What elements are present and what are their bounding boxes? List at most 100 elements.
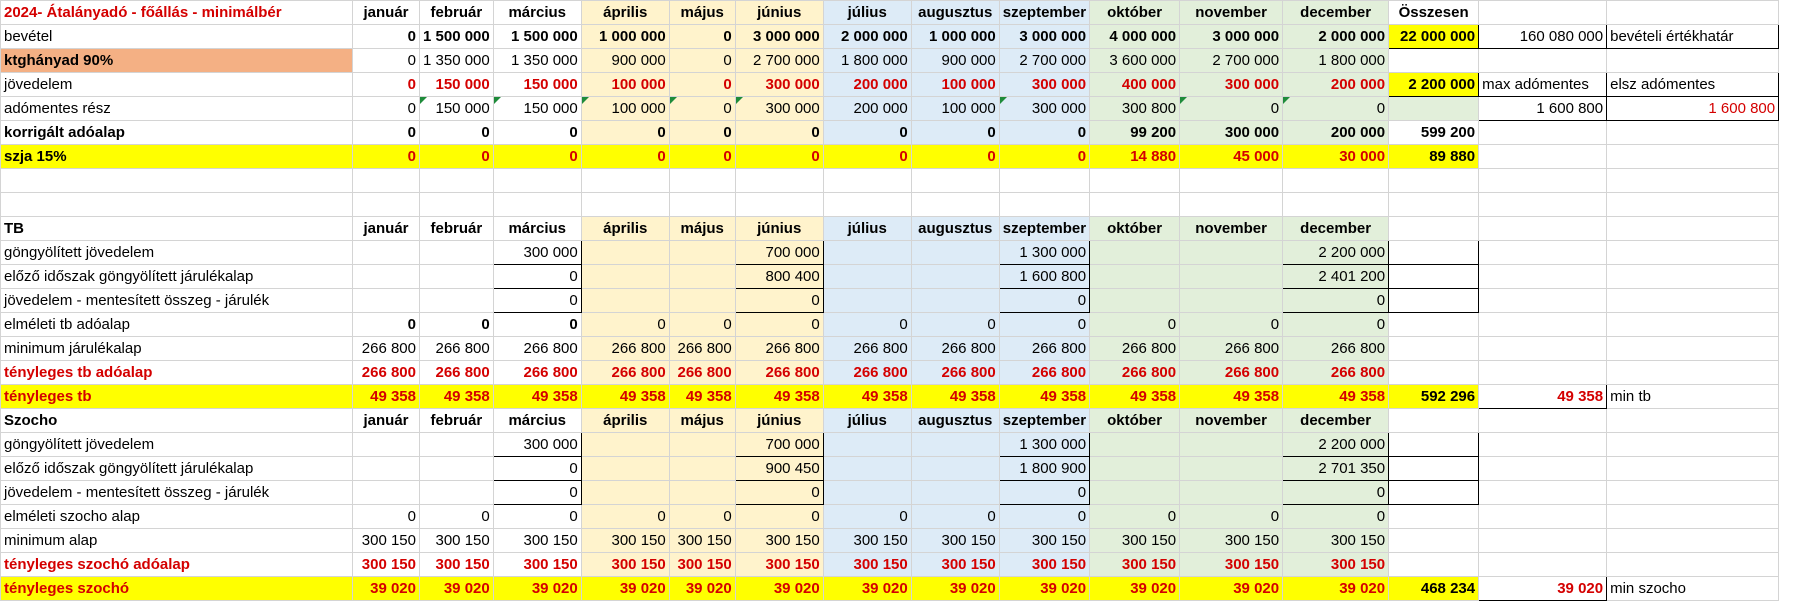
cell[interactable] — [1388, 480, 1480, 505]
cell[interactable] — [1478, 216, 1608, 241]
value-cell[interactable]: 1 000 000 — [580, 24, 670, 49]
empty-cell[interactable] — [734, 192, 824, 217]
value-cell[interactable]: 900 000 — [580, 48, 670, 73]
value-cell[interactable]: 266 800 — [822, 360, 912, 385]
value-cell[interactable]: 266 800 — [419, 336, 494, 361]
row-label[interactable]: jövedelem - mentesített összeg - járulék — [0, 480, 353, 505]
total-cell[interactable]: 468 234 — [1388, 576, 1480, 601]
month-header[interactable]: október — [1089, 408, 1181, 433]
value-cell[interactable]: 0 — [910, 120, 1000, 145]
value-cell[interactable] — [668, 240, 736, 265]
cell[interactable] — [1478, 240, 1608, 265]
value-cell[interactable]: 39 020 — [419, 576, 494, 601]
empty-cell[interactable] — [822, 168, 912, 193]
value-cell[interactable]: 150 000 — [492, 96, 582, 121]
value-cell[interactable]: 0 — [822, 504, 912, 529]
value-cell[interactable]: 3 000 000 — [998, 24, 1091, 49]
value-cell[interactable] — [580, 264, 670, 289]
value-cell[interactable]: 300 000 — [998, 96, 1091, 121]
side-cell[interactable]: elsz adómentes — [1606, 72, 1780, 97]
value-cell[interactable]: 39 020 — [352, 576, 420, 601]
value-cell[interactable] — [580, 432, 670, 457]
value-cell[interactable]: 1 350 000 — [492, 48, 582, 73]
value-cell[interactable]: 1 500 000 — [492, 24, 582, 49]
value-cell[interactable] — [1179, 240, 1284, 265]
value-cell[interactable]: 45 000 — [1179, 144, 1284, 169]
value-cell[interactable] — [668, 432, 736, 457]
value-cell[interactable]: 300 150 — [492, 528, 582, 553]
value-cell[interactable] — [419, 480, 494, 505]
value-cell[interactable]: 39 020 — [1179, 576, 1284, 601]
value-cell[interactable]: 300 150 — [668, 552, 736, 577]
value-cell[interactable]: 300 150 — [668, 528, 736, 553]
total-header[interactable]: Összesen — [1388, 0, 1480, 25]
month-header[interactable]: november — [1179, 0, 1284, 25]
value-cell[interactable]: 0 — [580, 120, 670, 145]
value-cell[interactable]: 100 000 — [910, 72, 1000, 97]
value-cell[interactable]: 300 150 — [734, 552, 824, 577]
cell[interactable] — [1388, 264, 1480, 289]
value-cell[interactable]: 0 — [668, 120, 736, 145]
empty-cell[interactable] — [1179, 192, 1284, 217]
value-cell[interactable]: 0 — [1089, 504, 1181, 529]
value-cell[interactable]: 0 — [998, 144, 1091, 169]
value-cell[interactable]: 300 150 — [1089, 552, 1181, 577]
cell[interactable] — [1606, 264, 1780, 289]
value-cell[interactable] — [1179, 480, 1284, 505]
value-cell[interactable]: 0 — [492, 504, 582, 529]
value-cell[interactable]: 0 — [668, 504, 736, 529]
section-title[interactable]: TB — [0, 216, 353, 241]
value-cell[interactable]: 0 — [580, 312, 670, 337]
total-cell[interactable]: 89 880 — [1388, 144, 1480, 169]
value-cell[interactable]: 0 — [1089, 312, 1181, 337]
value-cell[interactable]: 266 800 — [998, 336, 1091, 361]
value-cell[interactable]: 2 000 000 — [1282, 24, 1390, 49]
value-cell[interactable]: 0 — [668, 312, 736, 337]
cell[interactable] — [1478, 552, 1608, 577]
month-header[interactable]: augusztus — [910, 408, 1000, 433]
value-cell[interactable] — [668, 480, 736, 505]
value-cell[interactable]: 266 800 — [998, 360, 1091, 385]
empty-cell[interactable] — [1388, 168, 1480, 193]
cell[interactable] — [1606, 528, 1780, 553]
month-header[interactable]: március — [492, 216, 582, 241]
value-cell[interactable]: 300 150 — [580, 552, 670, 577]
value-cell[interactable]: 300 000 — [492, 240, 582, 265]
cell[interactable] — [1388, 360, 1480, 385]
month-header[interactable]: június — [734, 0, 824, 25]
value-cell[interactable]: 0 — [998, 120, 1091, 145]
value-cell[interactable]: 49 358 — [734, 384, 824, 409]
value-cell[interactable]: 0 — [1179, 96, 1284, 121]
value-cell[interactable]: 0 — [580, 144, 670, 169]
value-cell[interactable]: 266 800 — [492, 336, 582, 361]
value-cell[interactable]: 150 000 — [419, 96, 494, 121]
row-label[interactable]: elméleti szocho alap — [0, 504, 353, 529]
value-cell[interactable]: 49 358 — [352, 384, 420, 409]
month-header[interactable]: április — [580, 216, 670, 241]
value-cell[interactable]: 0 — [668, 96, 736, 121]
value-cell[interactable]: 266 800 — [1282, 336, 1390, 361]
value-cell[interactable]: 0 — [492, 120, 582, 145]
value-cell[interactable]: 266 800 — [352, 360, 420, 385]
total-cell[interactable] — [1388, 96, 1480, 121]
value-cell[interactable]: 39 020 — [492, 576, 582, 601]
empty-cell[interactable] — [1478, 168, 1608, 193]
value-cell[interactable]: 39 020 — [1089, 576, 1181, 601]
value-cell[interactable]: 266 800 — [668, 360, 736, 385]
empty-cell[interactable] — [352, 168, 420, 193]
value-cell[interactable] — [910, 480, 1000, 505]
side-cell[interactable] — [1478, 48, 1608, 73]
value-cell[interactable] — [1089, 288, 1181, 313]
value-cell[interactable] — [822, 288, 912, 313]
empty-cell[interactable] — [998, 168, 1091, 193]
value-cell[interactable]: 266 800 — [580, 336, 670, 361]
value-cell[interactable] — [419, 264, 494, 289]
value-cell[interactable]: 39 020 — [910, 576, 1000, 601]
cell[interactable] — [1478, 456, 1608, 481]
empty-cell[interactable] — [1089, 192, 1181, 217]
value-cell[interactable]: 1 350 000 — [419, 48, 494, 73]
value-cell[interactable] — [352, 264, 420, 289]
value-cell[interactable]: 0 — [910, 312, 1000, 337]
value-cell[interactable]: 1 500 000 — [419, 24, 494, 49]
cell[interactable] — [1478, 528, 1608, 553]
